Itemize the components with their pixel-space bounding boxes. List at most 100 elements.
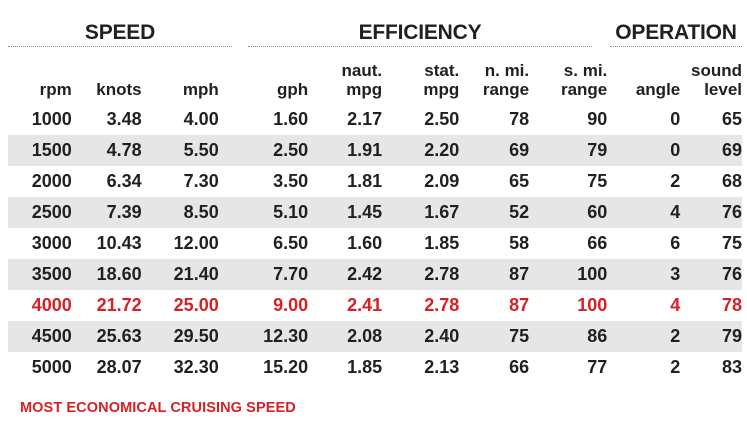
performance-table: rpm knots mph gph naut. mpg stat. mpg n. m… — [8, 46, 742, 383]
cell-naut-range: 87 — [509, 295, 530, 315]
cell-rpm: 4500 — [8, 321, 72, 352]
spacer — [219, 228, 233, 259]
cell-rpm: 5000 — [31, 357, 72, 377]
col-header-knots: knots — [96, 80, 142, 99]
cell-mph: 5.50 — [141, 135, 219, 166]
cell-stat-range: 100 — [529, 259, 608, 290]
cell-stat-mpg: 2.09 — [424, 171, 460, 191]
cell-angle: 3 — [607, 259, 681, 290]
table-row: 2500 7.39 8.50 5.10 1.45 1.67 52 60 4 76 — [8, 197, 742, 228]
cell-gph: 12.30 — [233, 321, 309, 352]
cell-naut-range: 52 — [459, 197, 530, 228]
cell-stat-range: 79 — [529, 135, 608, 166]
group-header-efficiency: EFFICIENCY — [248, 20, 592, 47]
cell-sound-level: 69 — [680, 135, 742, 166]
cell-mph: 32.30 — [173, 357, 219, 377]
cell-gph: 5.10 — [233, 197, 309, 228]
cell-mph: 25.00 — [173, 295, 219, 315]
cell-naut-range: 58 — [509, 233, 530, 253]
cell-gph: 2.50 — [233, 135, 309, 166]
spacer — [218, 259, 234, 290]
cell-knots: 28.07 — [96, 357, 142, 377]
cell-mph: 4.00 — [183, 109, 219, 129]
cell-sound-level: 68 — [721, 171, 742, 191]
col-header-mph: mph — [182, 80, 219, 99]
cell-stat-mpg: 2.13 — [424, 357, 460, 377]
cell-stat-mpg: 2.20 — [382, 135, 460, 166]
cell-naut-mpg: 1.81 — [347, 171, 383, 191]
cell-knots: 25.63 — [71, 321, 142, 352]
cell-angle: 0 — [607, 135, 681, 166]
spacer — [218, 321, 234, 352]
cell-gph: 15.20 — [263, 357, 309, 377]
cell-mph: 8.50 — [141, 197, 219, 228]
cell-stat-range: 75 — [587, 171, 608, 191]
cell-sound-level: 65 — [721, 109, 742, 129]
spacer — [218, 197, 234, 228]
footnote: MOST ECONOMICAL CRUISING SPEED — [20, 400, 296, 416]
cell-naut-mpg: 2.42 — [308, 259, 383, 290]
cell-naut-range: 75 — [459, 321, 530, 352]
cell-gph: 3.50 — [273, 171, 309, 191]
cell-sound-level: 83 — [721, 357, 742, 377]
col-header-naut-range: n. mi. range — [482, 61, 530, 99]
cell-sound-level: 78 — [721, 295, 742, 315]
col-header-sound-level: sound level — [691, 61, 742, 99]
cell-naut-mpg: 2.08 — [308, 321, 383, 352]
cell-rpm: 2000 — [31, 171, 72, 191]
cell-stat-mpg: 1.85 — [424, 233, 460, 253]
table-row: 2000 6.34 7.30 3.50 1.81 2.09 65 75 2 68 — [8, 166, 742, 197]
cell-rpm: 1000 — [31, 109, 72, 129]
cell-naut-mpg: 1.60 — [347, 233, 383, 253]
cell-naut-range: 65 — [509, 171, 530, 191]
col-header-naut-mpg: naut. mpg — [341, 61, 383, 99]
group-header-speed: SPEED — [8, 20, 232, 47]
cell-stat-mpg: 1.67 — [382, 197, 460, 228]
spacer — [219, 104, 233, 135]
cell-angle: 2 — [607, 321, 681, 352]
cell-knots: 4.78 — [71, 135, 142, 166]
cell-stat-range: 60 — [529, 197, 608, 228]
table-row: 1000 3.48 4.00 1.60 2.17 2.50 78 90 0 65 — [8, 104, 742, 135]
cell-mph: 29.50 — [141, 321, 219, 352]
cell-mph: 21.40 — [141, 259, 219, 290]
table-row: 4000 21.72 25.00 9.00 2.41 2.78 87 100 4 78 — [8, 290, 742, 321]
cell-naut-range: 78 — [509, 109, 530, 129]
cell-stat-range: 86 — [529, 321, 608, 352]
cell-angle: 4 — [670, 295, 681, 315]
cell-stat-mpg: 2.50 — [424, 109, 460, 129]
cell-knots: 18.60 — [71, 259, 142, 290]
table-row: 3000 10.43 12.00 6.50 1.60 1.85 58 66 6 75 — [8, 228, 742, 259]
cell-angle: 4 — [607, 197, 681, 228]
cell-gph: 7.70 — [233, 259, 309, 290]
spacer — [219, 166, 233, 197]
col-header-angle: angle — [635, 80, 681, 99]
cell-naut-mpg: 2.17 — [347, 109, 383, 129]
cell-rpm: 4000 — [31, 295, 72, 315]
cell-knots: 3.48 — [106, 109, 142, 129]
col-header-gph: gph — [276, 80, 309, 99]
cell-naut-range: 87 — [459, 259, 530, 290]
col-header-rpm: rpm — [39, 80, 72, 99]
group-header-operation: OPERATION — [610, 20, 742, 47]
cell-angle: 6 — [670, 233, 681, 253]
cell-angle: 0 — [670, 109, 681, 129]
cell-mph: 12.00 — [173, 233, 219, 253]
column-header-row: rpm knots mph gph naut. mpg stat. mpg n. m… — [8, 46, 742, 104]
table-row: 3500 18.60 21.40 7.70 2.42 2.78 87 100 3 76 — [8, 259, 742, 290]
spacer — [219, 46, 233, 104]
cell-gph: 6.50 — [273, 233, 309, 253]
spacer — [219, 290, 233, 321]
cell-rpm: 3000 — [31, 233, 72, 253]
cell-sound-level: 75 — [721, 233, 742, 253]
cell-mph: 7.30 — [183, 171, 219, 191]
cell-gph: 1.60 — [273, 109, 309, 129]
table-row: 1500 4.78 5.50 2.50 1.91 2.20 69 79 0 69 — [8, 135, 742, 166]
cell-rpm: 2500 — [8, 197, 72, 228]
cell-rpm: 1500 — [8, 135, 72, 166]
group-headers: SPEED EFFICIENCY OPERATION — [0, 20, 747, 48]
cell-knots: 6.34 — [106, 171, 142, 191]
col-header-stat-range: s. mi. range — [560, 61, 608, 99]
cell-stat-range: 100 — [577, 295, 608, 315]
cell-sound-level: 76 — [680, 197, 742, 228]
